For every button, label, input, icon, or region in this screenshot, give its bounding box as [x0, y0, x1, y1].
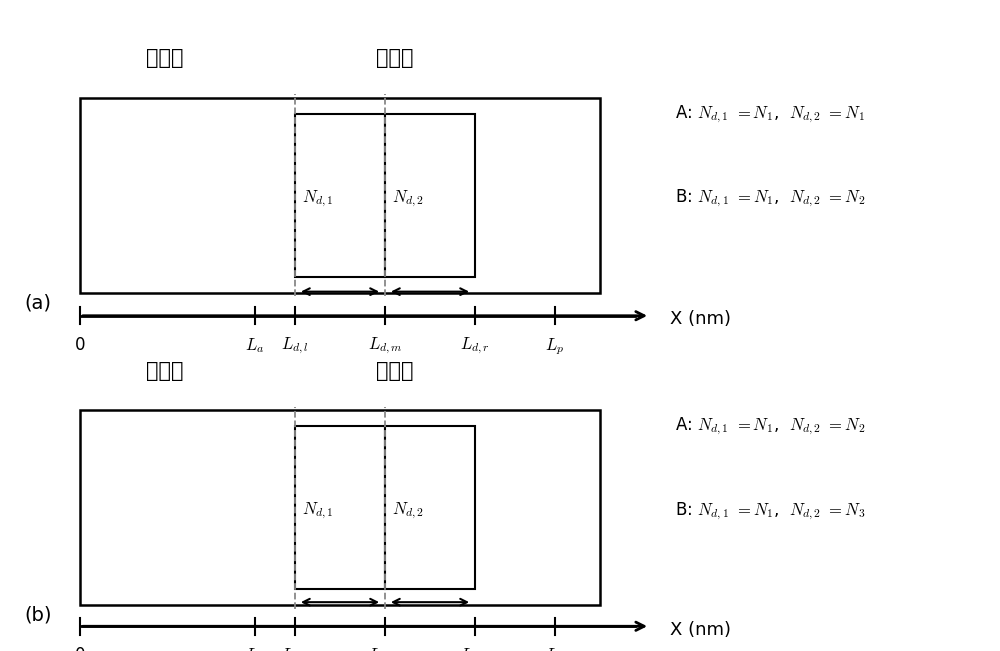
Bar: [385, 426, 475, 589]
Text: $L_{d,l}$: $L_{d,l}$: [281, 336, 309, 356]
Bar: [385, 114, 475, 277]
Text: A: $N_{d,1}$ $=N_1$,  $N_{d,2}$ $=N_2$: A: $N_{d,1}$ $=N_1$, $N_{d,2}$ $=N_2$: [675, 416, 865, 437]
Text: 有源区: 有源区: [146, 361, 184, 381]
Text: X (nm): X (nm): [670, 310, 731, 328]
Bar: [295, 114, 385, 277]
Text: 注入区: 注入区: [376, 48, 414, 68]
Text: $L_a$: $L_a$: [245, 336, 265, 355]
Text: $L_p$: $L_p$: [545, 646, 565, 651]
Text: B: $N_{d,1}$ $=N_1$,  $N_{d,2}$ $=N_3$: B: $N_{d,1}$ $=N_1$, $N_{d,2}$ $=N_3$: [675, 501, 865, 521]
Text: $N_{d,2}$: $N_{d,2}$: [392, 501, 424, 521]
Text: 0: 0: [75, 646, 85, 651]
Bar: [80, 98, 600, 293]
Text: (a): (a): [24, 293, 52, 312]
Text: $N_{d,2}$: $N_{d,2}$: [392, 188, 424, 209]
Bar: [295, 426, 385, 589]
Text: 0: 0: [75, 336, 85, 354]
Text: A: $N_{d,1}$ $=N_1$,  $N_{d,2}$ $=N_1$: A: $N_{d,1}$ $=N_1$, $N_{d,2}$ $=N_1$: [675, 104, 865, 124]
Text: $L_p$: $L_p$: [545, 336, 565, 357]
Text: 有源区: 有源区: [146, 48, 184, 68]
Text: (b): (b): [24, 605, 52, 625]
Text: $L_{d,m}$: $L_{d,m}$: [368, 646, 402, 651]
Text: $L_a$: $L_a$: [245, 646, 265, 651]
Text: $L_{d,r}$: $L_{d,r}$: [460, 646, 490, 651]
Text: $L_{d,r}$: $L_{d,r}$: [460, 336, 490, 356]
Text: $L_{d,m}$: $L_{d,m}$: [368, 336, 402, 356]
Text: $L_{d,l}$: $L_{d,l}$: [281, 646, 309, 651]
Bar: [80, 410, 600, 605]
Text: $N_{d,1}$: $N_{d,1}$: [302, 501, 334, 521]
Text: 注入区: 注入区: [376, 361, 414, 381]
Text: $N_{d,1}$: $N_{d,1}$: [302, 188, 334, 209]
Text: B: $N_{d,1}$ $=N_1$,  $N_{d,2}$ $=N_2$: B: $N_{d,1}$ $=N_1$, $N_{d,2}$ $=N_2$: [675, 188, 865, 209]
Text: X (nm): X (nm): [670, 620, 731, 639]
